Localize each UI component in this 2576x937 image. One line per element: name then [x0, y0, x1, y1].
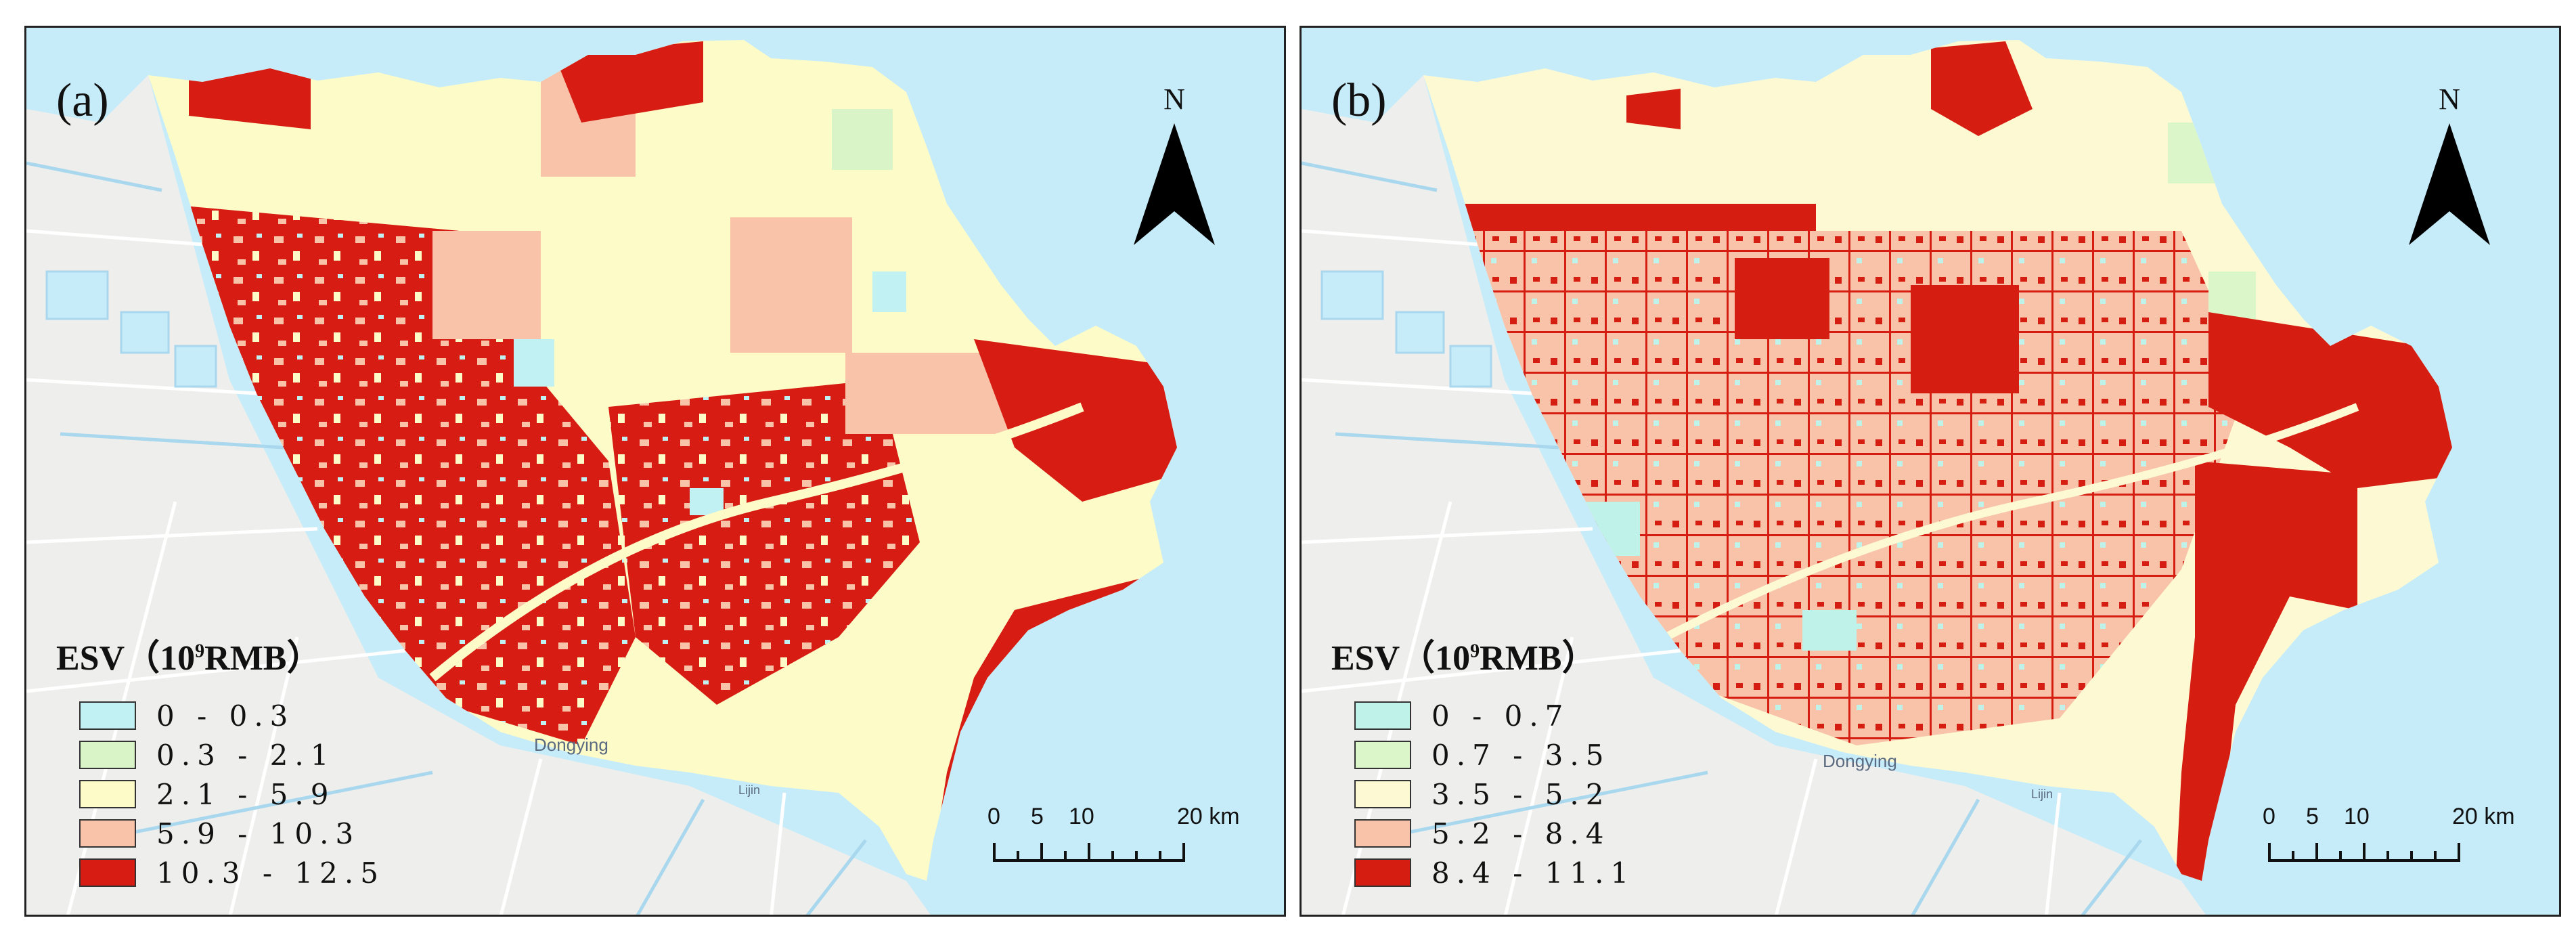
basemap-b — [1302, 28, 2559, 915]
north-arrow: N — [1127, 82, 1222, 255]
legend-swatch — [79, 741, 136, 769]
legend-title: ESV（109RMB） — [56, 639, 322, 678]
legend-label: 8.4 - 11.1 — [1431, 856, 1636, 890]
esv-red-block-1 — [1735, 258, 1829, 339]
scale-bar: 0 5 10 20 km — [2263, 804, 2515, 871]
scale-bar-ruler — [2268, 843, 2460, 862]
north-arrow: N — [2402, 82, 2497, 255]
scale-tick-label: 0 — [987, 804, 1000, 829]
north-label: N — [2439, 83, 2460, 116]
place-label-town: Lijin — [738, 783, 761, 797]
esv-salmon-block-2 — [730, 217, 852, 353]
land-background — [1302, 75, 2206, 915]
canals — [1302, 161, 2142, 915]
legend-label: 2.1 - 5.9 — [156, 777, 336, 811]
legend-swatch — [79, 701, 136, 730]
legend-item: 3.5 - 5.2 — [1354, 775, 1635, 814]
legend-item: 10.3 - 12.5 — [79, 853, 385, 892]
esv-red-north-coast-2 — [1626, 89, 1681, 129]
aquaculture-ponds — [45, 270, 217, 388]
panel-label: (a) — [56, 74, 109, 127]
place-label-city: Dongying — [534, 735, 608, 755]
esv-red-north-coast — [1931, 41, 2033, 136]
legend-item: 0 - 0.7 — [1354, 696, 1635, 735]
legend-swatch — [79, 858, 136, 887]
legend-title: ESV（109RMB） — [1331, 639, 1597, 678]
legend-label: 10.3 - 12.5 — [156, 856, 385, 890]
place-label-town: Lijin — [2031, 787, 2053, 801]
legend-label: 0 - 0.7 — [1431, 699, 1570, 733]
legend-swatch — [79, 780, 136, 808]
canals — [26, 161, 867, 915]
esv-cyan-patch-1 — [514, 339, 554, 387]
scale-tick-label: 10 — [2344, 804, 2370, 829]
legend-item: 5.2 - 8.4 — [1354, 814, 1635, 853]
legend-swatch — [1354, 819, 1411, 848]
esv-salmon-block-3 — [845, 353, 1008, 434]
legend-label: 5.9 - 10.3 — [156, 816, 361, 850]
esv-red-belt — [1437, 204, 1816, 231]
scale-tick-label: 20 km — [2452, 804, 2515, 829]
scale-tick-label: 10 — [1069, 804, 1094, 829]
esv-river — [429, 402, 1084, 682]
esv-red-east-coast — [2175, 461, 2357, 881]
basemap-a — [26, 28, 1284, 915]
esv-red-block-2 — [1911, 285, 2019, 393]
esv-red-north-coast-2 — [554, 41, 703, 123]
scale-tick-label: 20 km — [1177, 804, 1240, 829]
scale-tick-label: 5 — [2306, 804, 2319, 829]
place-label-city: Dongying — [1823, 751, 1897, 771]
legend-label: 5.2 - 8.4 — [1431, 816, 1611, 850]
legend: ESV（109RMB） 0 - 0.3 0.3 - 2.1 2.1 - 5.9 … — [56, 629, 385, 892]
esv-cyan-patch-3 — [690, 488, 724, 515]
scale-tick-label: 0 — [2263, 804, 2275, 829]
esv-salmon-main — [1457, 231, 2249, 745]
legend-label: 3.5 - 5.2 — [1431, 777, 1611, 811]
land-background — [26, 75, 931, 915]
scale-tick-label: 5 — [1031, 804, 1044, 829]
esv-red-center — [608, 380, 920, 705]
legend-item: 0.7 - 3.5 — [1354, 735, 1635, 775]
legend-item: 5.9 - 10.3 — [79, 814, 385, 853]
legend-swatch — [79, 819, 136, 848]
esv-red-estuary — [2208, 312, 2452, 488]
legend-swatch — [1354, 780, 1411, 808]
legend-label: 0.7 - 3.5 — [1431, 738, 1611, 772]
north-label: N — [1163, 83, 1185, 116]
esv-salmon-block-1 — [432, 231, 541, 339]
north-arrow-icon — [1134, 123, 1215, 245]
panel-label: (b) — [1331, 74, 1387, 127]
esv-cyan-patch-2 — [872, 271, 906, 312]
esv-river — [1638, 403, 2359, 655]
legend: ESV（109RMB） 0 - 0.7 0.7 - 3.5 3.5 - 5.2 … — [1331, 629, 1635, 892]
esv-cyan-patch-2 — [1802, 610, 1857, 651]
legend-label: 0.3 - 2.1 — [156, 738, 336, 772]
scale-bar: 0 5 10 20 km — [987, 804, 1240, 871]
legend-item: 2.1 - 5.9 — [79, 775, 385, 814]
map-panel-a: (a) N Dongying Lijin ESV（109RMB） 0 - 0.3… — [24, 26, 1286, 917]
road-network — [26, 229, 786, 915]
map-panel-b: (b) N Dongying Lijin ESV（109RMB） 0 - 0.7… — [1300, 26, 2561, 917]
legend-swatch — [1354, 741, 1411, 769]
aquaculture-ponds — [1320, 270, 1492, 388]
legend-item: 0 - 0.3 — [79, 696, 385, 735]
esv-red-north-coast — [189, 68, 311, 129]
esv-green-patch-1 — [832, 109, 893, 170]
legend-swatch — [1354, 858, 1411, 887]
north-arrow-icon — [2409, 123, 2490, 245]
scale-bar-ruler — [993, 843, 1185, 862]
legend-swatch — [1354, 701, 1411, 730]
legend-item: 8.4 - 11.1 — [1354, 853, 1635, 892]
legend-label: 0 - 0.3 — [156, 699, 295, 733]
legend-item: 0.3 - 2.1 — [79, 735, 385, 775]
esv-red-estuary — [974, 339, 1177, 502]
